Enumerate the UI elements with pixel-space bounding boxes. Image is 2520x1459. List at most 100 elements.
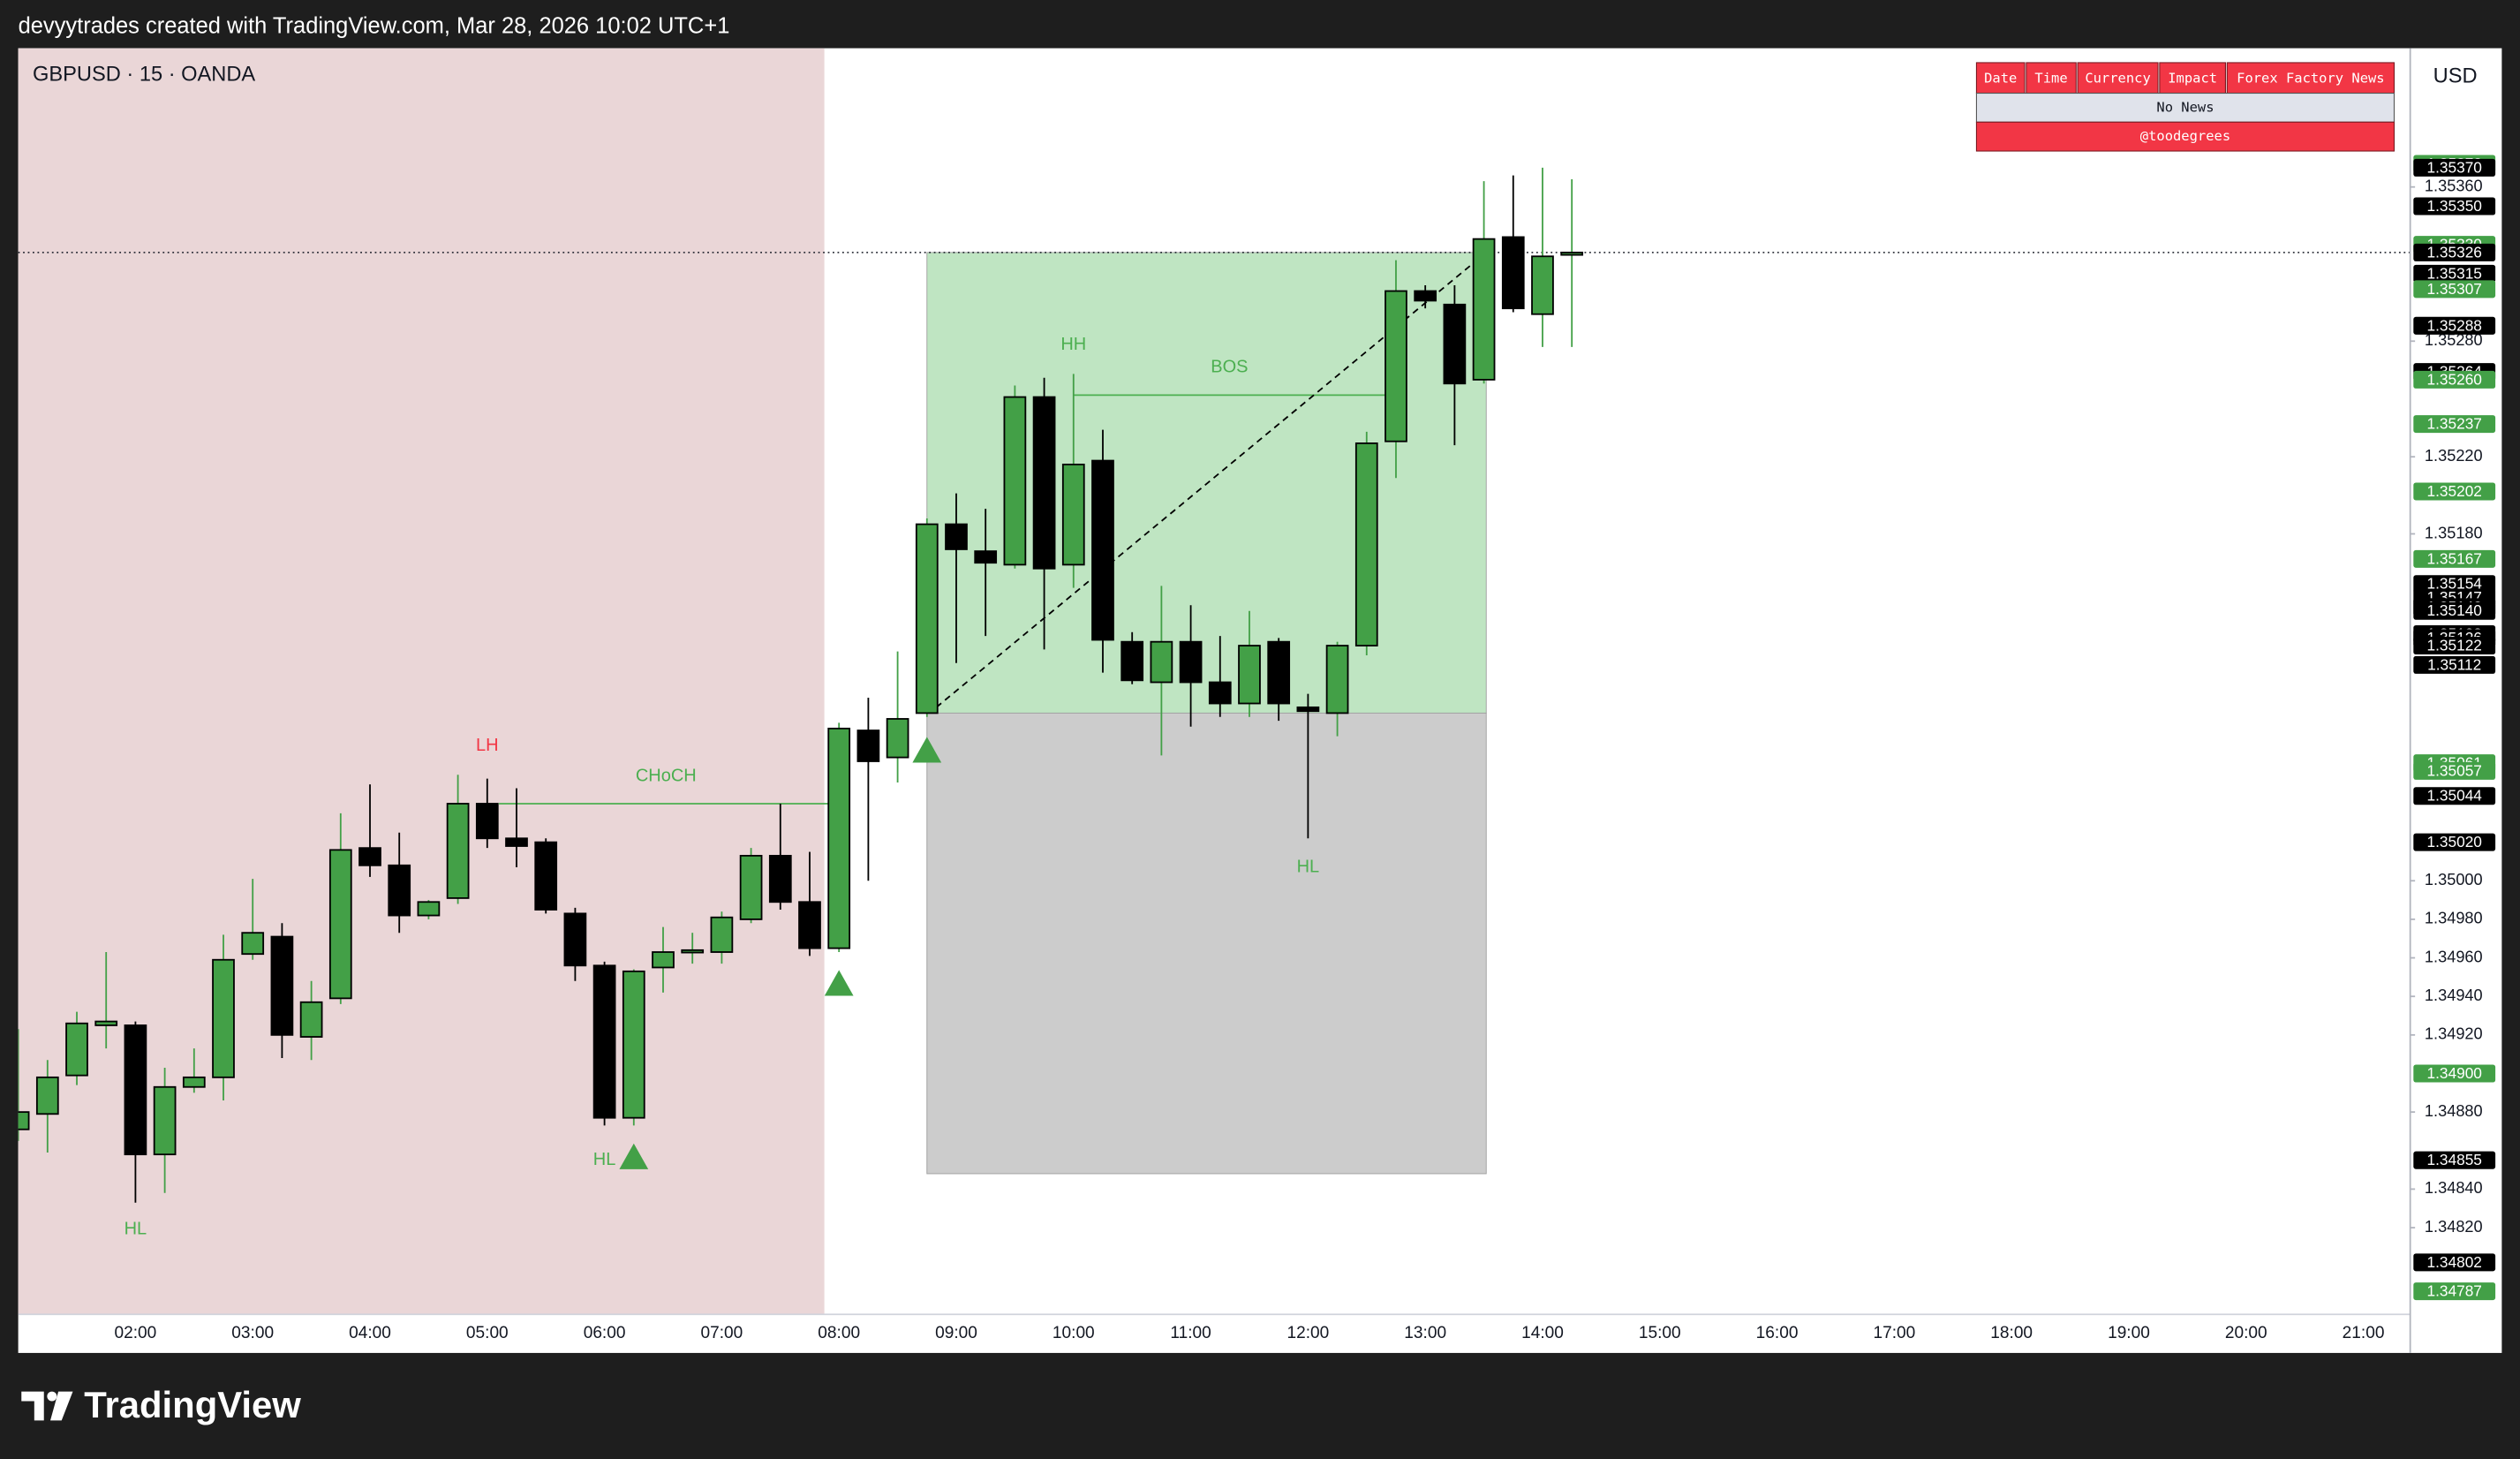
x-tick-label: 10:00 [1053,1324,1095,1342]
candle-body [1091,459,1114,641]
candle-body [182,1076,206,1088]
price-flag [2413,1253,2496,1272]
price-flag-label: 1.35288 [2427,316,2482,334]
price-flag [2413,280,2496,299]
candle-body [1325,645,1349,714]
news-table: Date Time Currency Impact Forex Factory News… [1975,62,2396,152]
price-flag-label: 1.35167 [2427,549,2482,567]
signal-triangle [824,970,854,996]
price-flag-label: 1.35370 [2427,158,2482,176]
structure-label: CHoCH [636,766,697,785]
x-tick-label: 14:00 [1521,1324,1564,1342]
candle-body [388,864,411,917]
price-flag [2413,243,2496,261]
price-flag-label: 1.35112 [2427,655,2481,673]
candle-body [1061,464,1085,566]
table-header: Impact [2168,71,2217,87]
price-flag-label: 1.35122 [2427,637,2482,654]
brand-logo [21,1391,73,1421]
candle-body [1531,255,1554,315]
table-header-cell [2159,62,2226,94]
table-header-cell [1975,62,2026,94]
price-flag [2413,316,2496,335]
table-header-cell [2226,62,2396,94]
y-tick-label: 1.34840 [2425,1179,2483,1197]
price-flag-label: 1.34900 [2427,1064,2482,1082]
y-tick-label: 1.35280 [2425,331,2483,349]
price-flag-label: 1.35020 [2427,833,2482,850]
candle-body [35,1076,59,1115]
x-tick-label: 05:00 [466,1324,509,1342]
price-flag-label: 1.35350 [2427,197,2482,215]
y-tick-label: 1.35220 [2425,447,2483,465]
annotation: HL [593,1150,616,1169]
x-tick-label: 08:00 [818,1324,860,1342]
x-tick-label: 16:00 [1756,1324,1799,1342]
x-tick-label: 07:00 [701,1324,743,1342]
candle-body [505,837,528,847]
price-flag-label: 1.35326 [2427,243,2482,261]
structure-label: BOS [1211,358,1248,377]
candle-body [1296,706,1320,713]
header-text: devyytrades created with TradingView.com… [19,14,730,39]
candle-body [739,854,763,920]
candle-body [241,932,265,956]
table-header-cell [2026,62,2077,94]
x-tick-label: 19:00 [2108,1324,2150,1342]
y-tick-label: 1.34960 [2425,948,2483,965]
price-flag [2413,158,2496,177]
candle-body [1384,290,1407,442]
table-row [1975,121,2396,152]
x-tick-label: 18:00 [1990,1324,2033,1342]
y-tick-label: 1.35000 [2425,871,2483,888]
table-header-cell [2077,62,2159,94]
candle-body [18,1111,30,1130]
candle-body [652,951,675,969]
y-tick-label: 1.34920 [2425,1025,2483,1043]
candle-body [417,901,441,917]
price-flag-label: 1.35237 [2427,415,2482,433]
x-tick-label: 09:00 [935,1324,977,1342]
y-tick-label: 1.34880 [2425,1102,2483,1120]
annotation: HH [1060,335,1086,354]
candle-body [94,1020,118,1026]
x-tick-label: 15:00 [1639,1324,1681,1342]
x-tick-label: 13:00 [1404,1324,1446,1342]
price-flag-label: 1.34802 [2427,1253,2482,1271]
candle-body [153,1085,177,1156]
candle-body [446,803,470,899]
candle-body [358,847,381,866]
price-flag-label: 1.34855 [2427,1151,2482,1168]
x-tick-label: 12:00 [1286,1324,1329,1342]
annotation: HL [1297,857,1320,876]
price-flag [2413,761,2496,780]
y-tick-label: 1.34820 [2425,1218,2483,1236]
candle-body [270,935,294,1036]
price-flag-label: 1.35057 [2427,761,2482,779]
signal-triangle [619,1143,649,1169]
candle-body [1120,640,1144,682]
x-tick-label: 20:00 [2225,1324,2267,1342]
candle-body [1032,396,1056,570]
candle-body [710,916,734,953]
session-shade [18,48,825,1315]
price-flag [2413,655,2496,674]
candle-body [1238,645,1261,705]
logo-mark [21,1391,44,1421]
candle-body [1501,236,1525,310]
candle-body [974,550,998,564]
candle-body [534,841,558,911]
table-header: Currency [2085,71,2150,87]
price-flag [2413,197,2496,215]
price-flag-label: 1.35307 [2427,280,2482,298]
y-tick-label: 1.35360 [2425,178,2483,195]
candle-body [945,523,968,550]
price-flag [2413,370,2496,389]
price-flag [2413,482,2496,501]
price-flag [2413,575,2496,593]
candle-body [886,718,909,759]
y-tick-label: 1.35180 [2425,524,2483,541]
y-tick-label: 1.34980 [2425,910,2483,927]
